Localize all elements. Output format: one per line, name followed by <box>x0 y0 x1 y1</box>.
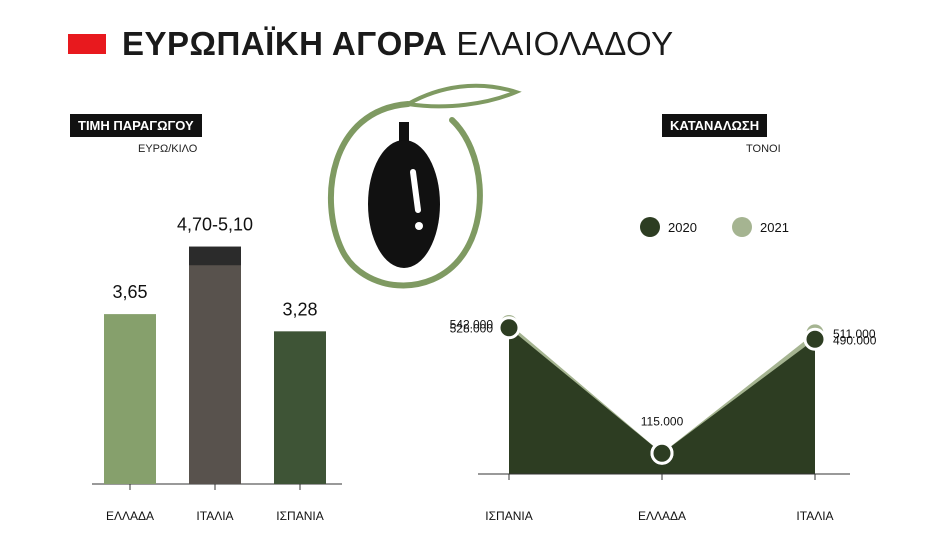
x-tick-label: ΙΣΠΑΝΙΑ <box>276 509 323 523</box>
data-label: 528.000 <box>450 322 494 336</box>
bar-chart-tag: ΤΙΜΗ ΠΑΡΑΓΩΓΟΥ <box>70 114 202 137</box>
bar-value-label: 3,65 <box>112 282 147 302</box>
legend-marker <box>732 217 752 237</box>
page-title: ΕΥΡΩΠΑΪΚΗ ΑΓΟΡΑ ΕΛΑΙΟΛΑΔΟΥ <box>122 26 674 62</box>
title-light: ΕΛΑΙΟΛΑΔΟΥ <box>456 25 674 62</box>
bar-chart-unit: ΕΥΡΩ/ΚΙΛΟ <box>138 143 198 155</box>
title-bold: ΕΥΡΩΠΑΪΚΗ ΑΓΟΡΑ <box>122 25 448 62</box>
x-tick-label: ΙΤΑΛΙΑ <box>796 509 833 523</box>
data-point <box>650 441 674 465</box>
data-point <box>803 327 827 351</box>
legend-marker <box>640 217 660 237</box>
data-label: 511.000 <box>833 327 876 341</box>
bar-value-label: 4,70-5,10 <box>177 215 253 235</box>
area-series-2020 <box>509 327 815 474</box>
area-chart-tag: ΚΑΤΑΝΑΛΩΣΗ <box>662 114 768 137</box>
bar-value-label: 3,28 <box>282 299 317 319</box>
bar-range-segment <box>189 246 241 266</box>
bar <box>104 314 156 484</box>
x-tick-label: ΙΤΑΛΙΑ <box>196 509 233 523</box>
area-chart-unit: ΤΟΝΟΙ <box>746 143 781 155</box>
x-tick-label: ΙΣΠΑΝΙΑ <box>485 509 532 523</box>
data-label: 115.000 <box>641 414 684 428</box>
title-accent-square <box>68 34 106 54</box>
legend-label: 2021 <box>760 220 789 235</box>
data-label: 542.000 <box>450 317 494 331</box>
data-point <box>497 316 521 340</box>
legend-label: 2020 <box>668 220 697 235</box>
data-label: 490.000 <box>833 333 877 347</box>
bar <box>189 246 241 484</box>
bar <box>274 331 326 484</box>
x-tick-label: ΕΛΛΑΔΑ <box>106 509 154 523</box>
x-tick-label: ΕΛΛΑΔΑ <box>638 509 686 523</box>
